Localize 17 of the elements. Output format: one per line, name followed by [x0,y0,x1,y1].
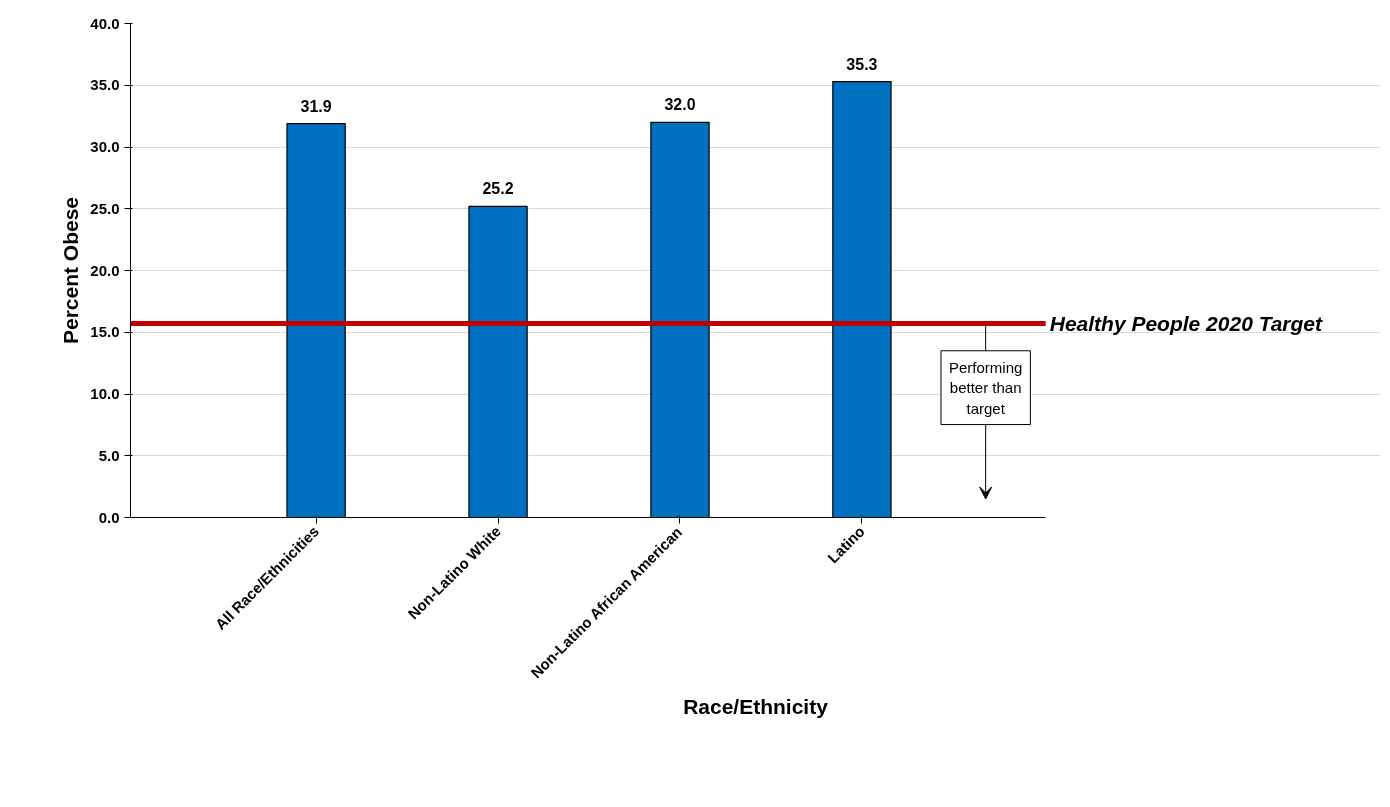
data-label: 32.0 [664,96,696,114]
y-tick-label: 0.0 [98,508,120,526]
data-label: 31.9 [300,97,332,115]
annotation: Performing better than target [948,358,1023,417]
y-tick-label: 30.0 [90,138,120,155]
y-tick-label: 40.0 [90,14,120,32]
ref-line-label: Healthy People 2020 Target [1049,312,1324,336]
y-tick-label: 15.0 [90,323,120,341]
data-label: 35.3 [846,55,878,73]
y-tick-label: 35.0 [90,76,120,94]
y-tick-label: 25.0 [90,199,120,217]
data-label: 25.2 [482,180,514,198]
y-tick-label: 20.0 [90,261,120,279]
y-tick-label: 10.0 [90,385,120,402]
x-axis-title: Race/Ethnicity [683,695,829,719]
y-tick-label: 5.0 [98,446,120,464]
y-axis-title: Percent Obese [59,196,83,345]
